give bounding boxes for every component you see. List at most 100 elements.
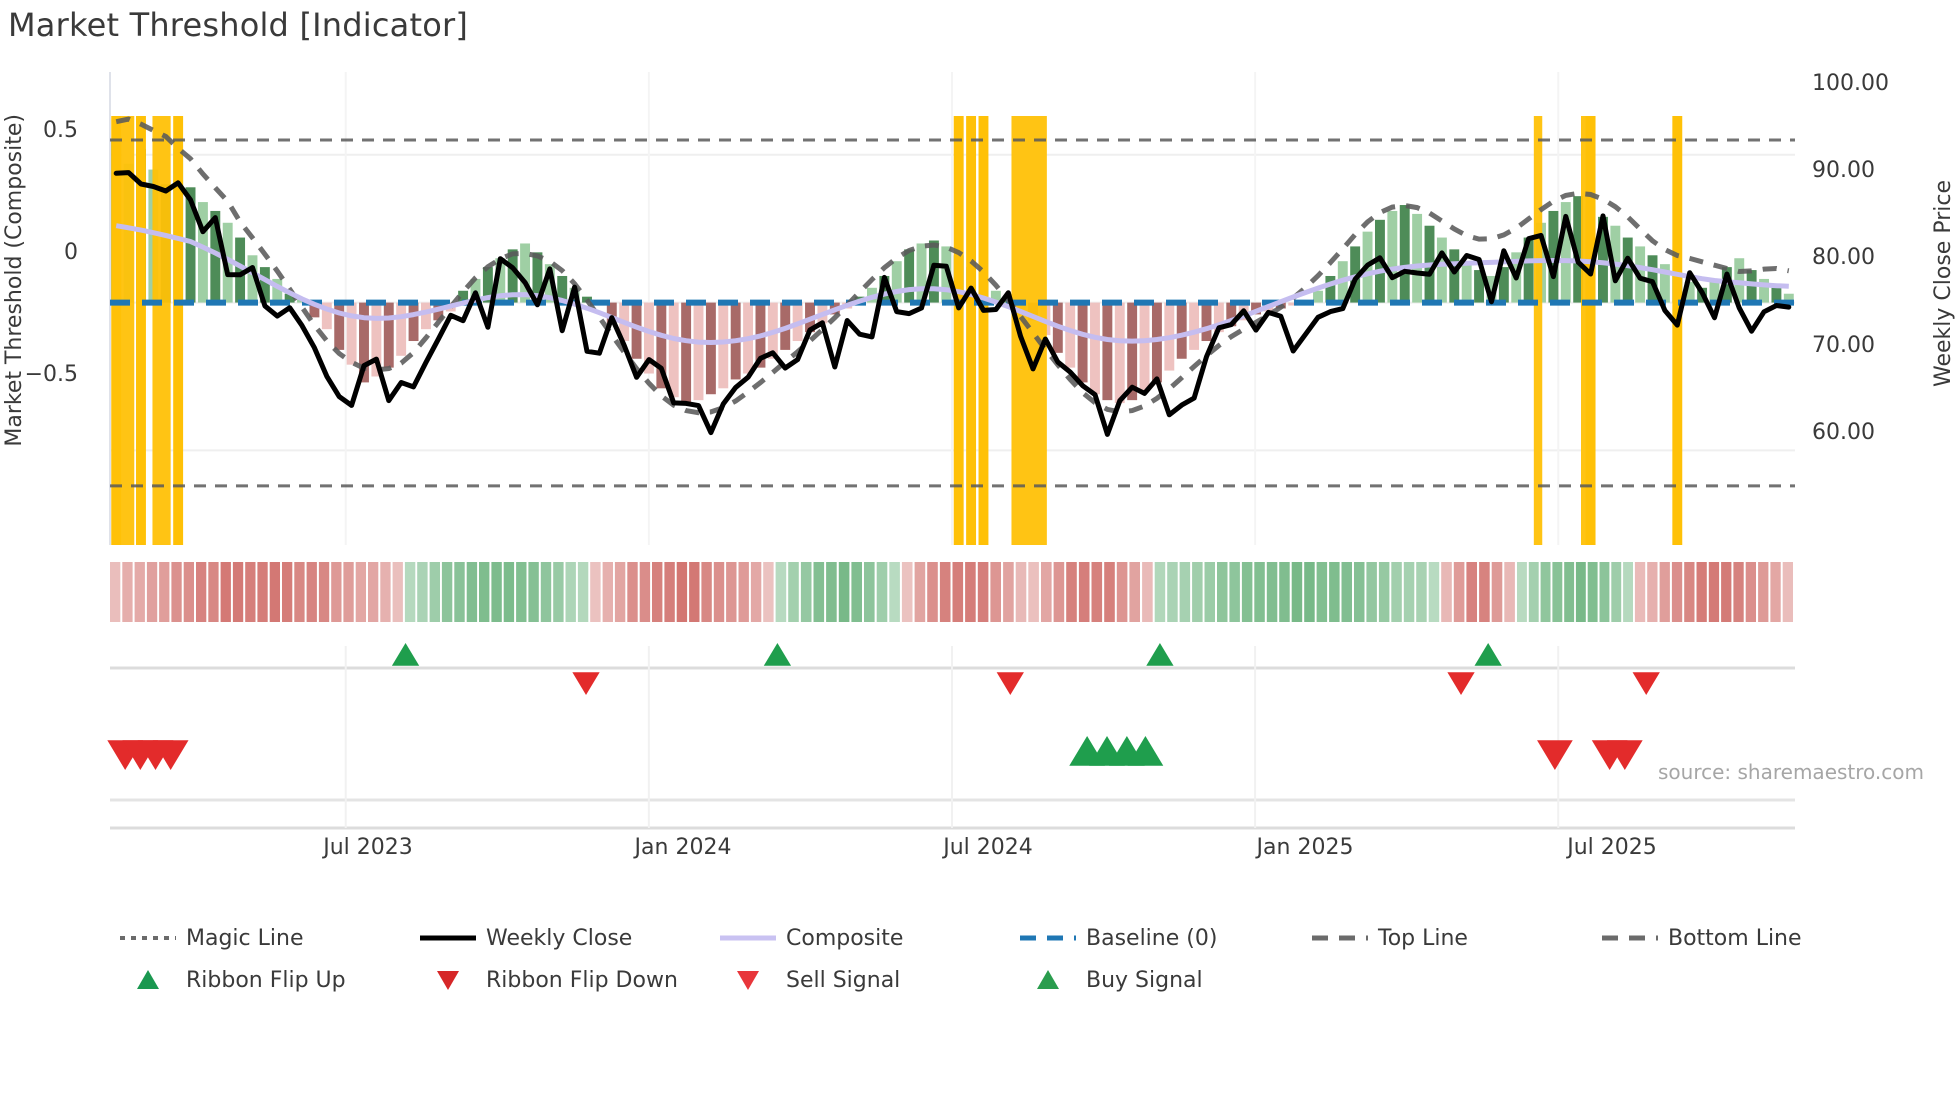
solid-line-icon [720, 935, 776, 941]
legend-item-composite[interactable]: Composite [710, 925, 1010, 951]
legend-label: Baseline (0) [1086, 925, 1218, 951]
legend-item-ribbon-flip-down[interactable]: Ribbon Flip Down [410, 967, 710, 993]
histogram-bar [1251, 302, 1262, 315]
ribbon-cell [826, 562, 837, 622]
legend-symbol [1010, 925, 1086, 951]
x-tick-1: Jan 2024 [634, 835, 732, 860]
legend-item-baseline-0[interactable]: Baseline (0) [1010, 925, 1302, 951]
histogram-bar [1498, 267, 1509, 303]
legend-symbol [1010, 967, 1086, 993]
legend-item-weekly-close[interactable]: Weekly Close [410, 925, 710, 951]
sell-signal-marker[interactable] [1537, 740, 1573, 770]
legend-item-buy-signal[interactable]: Buy Signal [1010, 967, 1310, 993]
ribbon-flip-down-marker[interactable] [996, 672, 1024, 695]
histogram-bar [259, 267, 270, 303]
ribbon-cell [977, 562, 989, 622]
histogram-bar [1486, 275, 1497, 303]
legend-symbol [110, 967, 186, 993]
ribbon-cell [110, 562, 121, 622]
ribbon-cell [713, 562, 725, 622]
legend-item-ribbon-flip-up[interactable]: Ribbon Flip Up [110, 967, 410, 993]
ribbon-cell [726, 562, 737, 622]
ribbon-cell [528, 562, 539, 622]
ribbon-cell [939, 562, 951, 622]
highlight-band [978, 116, 989, 545]
ribbon-cell [639, 562, 651, 622]
histogram-bar [1102, 302, 1113, 401]
ribbon-cell [282, 562, 293, 622]
highlight-band [1533, 116, 1543, 545]
histogram-bar [482, 267, 493, 303]
ribbon-flip-up-marker[interactable] [1474, 643, 1502, 666]
histogram-bar [1114, 302, 1125, 404]
histogram-bar [1065, 302, 1076, 368]
ribbon-flip-up-marker[interactable] [391, 643, 420, 666]
histogram-bar [1659, 264, 1670, 303]
ribbon-cell [208, 562, 219, 622]
ribbon-flip-down-marker[interactable] [572, 672, 600, 695]
histogram-bar [346, 302, 357, 365]
legend-item-magic-line[interactable]: Magic Line [110, 925, 410, 951]
ribbon-cell [159, 562, 170, 622]
ribbon-cell [1466, 562, 1477, 622]
ribbon-cell [146, 562, 158, 622]
sell-signal-marker[interactable] [1606, 740, 1643, 770]
ribbon-cell [220, 562, 231, 622]
ribbon-cell [1254, 562, 1265, 622]
ribbon-cell [294, 562, 305, 622]
ribbon-cell [1179, 562, 1191, 622]
buy-signal-marker[interactable] [1127, 736, 1164, 766]
legend-label: Composite [786, 925, 904, 951]
histogram-bar [1226, 302, 1237, 327]
histogram-bar [309, 302, 320, 318]
weekly-close-line [113, 170, 1792, 437]
legend-label: Buy Signal [1086, 967, 1203, 993]
ribbon-cell [1491, 562, 1503, 622]
ribbon-flip-down-marker[interactable] [1447, 672, 1475, 695]
ribbon-cell [553, 562, 564, 622]
histogram-bar [334, 302, 345, 350]
histogram-bar [1684, 281, 1695, 303]
ribbon-cell [1428, 562, 1440, 622]
sell-signal-marker[interactable] [152, 740, 189, 770]
histogram-bar [916, 243, 927, 303]
ribbon-cell [1329, 562, 1340, 622]
legend-symbol [1592, 925, 1668, 951]
histogram-bar [1449, 249, 1460, 303]
legend-label: Weekly Close [486, 925, 633, 951]
ribbon-cell [1041, 562, 1052, 622]
ribbon-cell [1540, 562, 1551, 622]
ribbon-cell [775, 562, 787, 622]
ribbon-cell [380, 562, 391, 622]
ribbon-cell [183, 562, 194, 622]
ribbon-flip-down-marker[interactable] [1632, 672, 1660, 695]
y-tick-right-0: 100.00 [1812, 71, 1889, 96]
dashed-line-icon [1020, 935, 1076, 941]
legend-item-top-line[interactable]: Top Line [1302, 925, 1592, 951]
histogram-bar [1573, 196, 1584, 303]
ribbon-cell [1721, 562, 1732, 622]
ribbon-cell [392, 562, 403, 622]
ribbon-cell [196, 562, 207, 622]
ribbon-cell [1770, 562, 1781, 622]
y-tick-left-0: 0.5 [43, 118, 78, 143]
histogram-bar [668, 302, 679, 398]
histogram-bar [371, 302, 382, 377]
triangle-up-icon [1037, 970, 1059, 989]
ribbon-cell [1403, 562, 1415, 622]
ribbon-cell [602, 562, 613, 622]
histogram-bar [210, 210, 221, 303]
ribbon-flip-up-marker[interactable] [763, 643, 792, 666]
legend-item-bottom-line[interactable]: Bottom Line [1592, 925, 1882, 951]
ribbon-cell [1066, 562, 1077, 622]
ribbon-cell [1696, 562, 1707, 622]
ribbon-cell [454, 562, 465, 622]
ribbon-cell [1015, 562, 1027, 622]
ribbon-cell [1279, 562, 1290, 622]
ribbon-flip-up-marker[interactable] [1146, 643, 1174, 666]
histogram-bar [1189, 302, 1200, 350]
legend-item-sell-signal[interactable]: Sell Signal [710, 967, 1010, 993]
ribbon-cell [1028, 562, 1039, 622]
ribbon-cell [1782, 562, 1793, 622]
ribbon-cell [122, 562, 133, 622]
